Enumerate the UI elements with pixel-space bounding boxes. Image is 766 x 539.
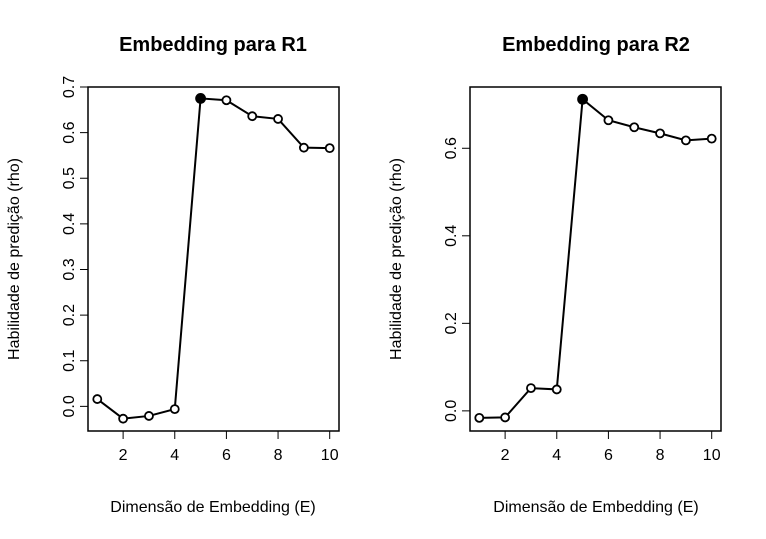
y-tick-label: 0.6 (61, 121, 78, 143)
x-tick-label: 10 (703, 447, 721, 464)
data-point (221, 95, 232, 106)
data-point (118, 413, 129, 424)
series-line (96, 97, 330, 420)
y-axis-label: Habilidade de predição (rho) (388, 158, 405, 360)
series-line (479, 97, 712, 419)
data-point (92, 394, 103, 404)
data-point (324, 143, 335, 154)
data-point (169, 404, 180, 415)
y-tick-label: 0.1 (61, 350, 78, 372)
data-point (144, 411, 154, 421)
axes: 2 4 6 8 10 0.0 0.1 0.2 0.3 0.4 0.5 0.6 0.7 (61, 76, 339, 464)
x-tick-label: 8 (274, 447, 283, 464)
y-tick-label: 0.2 (61, 304, 78, 326)
data-point (655, 128, 665, 139)
axes: 2 4 6 8 10 0.0 0.2 0.4 0.6 (443, 137, 721, 464)
x-axis-label: Dimensão de Embedding (E) (110, 499, 315, 516)
y-tick-label: 0.5 (61, 167, 78, 189)
data-point-highlight (577, 93, 588, 105)
data-point (680, 135, 691, 146)
y-tick-label: 0.2 (443, 312, 460, 334)
x-tick-label: 10 (321, 447, 339, 464)
data-point (629, 122, 640, 133)
y-tick-label: 0.6 (443, 137, 460, 159)
data-point (551, 384, 562, 395)
y-tick-label: 0.0 (443, 400, 460, 422)
data-point (706, 133, 717, 144)
data-point (474, 412, 485, 423)
x-tick-label: 2 (119, 447, 128, 464)
data-point (273, 114, 283, 124)
y-tick-label: 0.7 (61, 76, 78, 98)
chart-panel-r2: Embedding para R2 2 4 6 8 10 0.0 0.2 0.4 0.6 Dim… (388, 34, 722, 516)
y-tick-label: 0.4 (443, 225, 460, 247)
x-tick-label: 6 (222, 447, 231, 464)
y-axis-label: Habilidade de predição (rho) (6, 158, 23, 360)
data-point (526, 383, 536, 394)
chart-title: Embedding para R1 (119, 34, 307, 56)
y-tick-label: 0.3 (61, 258, 78, 280)
data-series (92, 93, 335, 424)
x-tick-label: 6 (604, 447, 613, 464)
x-tick-label: 4 (170, 447, 179, 464)
x-axis-label: Dimensão de Embedding (E) (493, 499, 698, 516)
data-point-highlight (195, 93, 206, 104)
data-series (474, 93, 717, 423)
x-tick-label: 2 (501, 447, 510, 464)
chart-panel-r1: Embedding para R1 2 4 6 8 10 0.0 0.1 0.2 0.3 0.4 0… (6, 34, 340, 516)
x-tick-label: 4 (552, 447, 561, 464)
data-point (603, 115, 614, 126)
y-tick-label: 0.0 (61, 395, 78, 417)
chart-title: Embedding para R2 (502, 34, 690, 56)
x-tick-label: 8 (656, 447, 665, 464)
y-tick-label: 0.4 (61, 213, 78, 235)
plot-frame (87, 86, 340, 432)
data-point (298, 142, 309, 153)
data-point (500, 412, 511, 423)
data-point (247, 111, 258, 122)
